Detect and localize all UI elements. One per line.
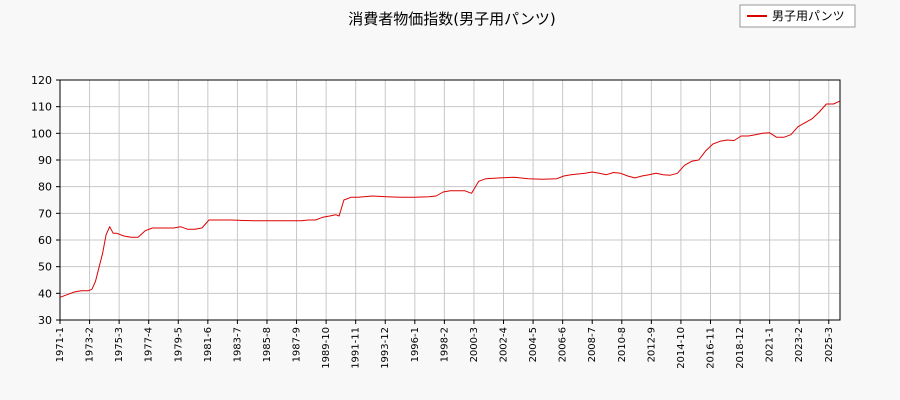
x-tick-label: 1973-2 [85, 327, 96, 362]
series-layer [59, 100, 840, 298]
y-tick-label: 50 [38, 261, 52, 274]
x-tick-label: 1987-9 [292, 327, 303, 362]
x-tick-label: 2006-6 [558, 327, 569, 362]
x-tick-label: 1983-7 [232, 327, 243, 362]
y-tick-label: 110 [31, 101, 52, 114]
y-tick-label: 30 [38, 314, 52, 327]
x-tick-label: 1996-1 [410, 327, 421, 362]
x-tick-label: 1971-1 [55, 327, 66, 362]
y-tick-label: 40 [38, 287, 52, 300]
y-tick-label: 80 [38, 181, 52, 194]
y-tick-label: 100 [31, 127, 52, 140]
x-tick-label: 2000-3 [469, 327, 480, 362]
x-tick-label: 2023-2 [794, 327, 805, 362]
x-tick-label: 1975-3 [114, 327, 125, 362]
series-line [59, 100, 840, 298]
y-tick-label: 90 [38, 154, 52, 167]
x-tick-label: 1981-6 [203, 327, 214, 362]
y-tick-label: 120 [31, 74, 52, 87]
y-tick-label: 70 [38, 207, 52, 220]
legend-box [739, 4, 856, 28]
x-tick-label: 2010-8 [617, 327, 628, 362]
x-tick-label: 1985-8 [262, 327, 273, 362]
y-tick-label: 60 [38, 234, 52, 247]
x-tick-label: 2014-10 [676, 327, 687, 369]
x-tick-label: 1993-12 [380, 327, 391, 369]
x-tick-label: 1991-11 [351, 327, 362, 369]
legend-label: 男子用パンツ [772, 9, 845, 23]
x-tick-label: 2002-4 [499, 327, 510, 362]
plot-area [60, 80, 840, 320]
plot-frame [59, 79, 841, 321]
legend: 男子用パンツ [739, 4, 856, 28]
x-tick-label: 1998-2 [439, 327, 450, 362]
x-tick-label: 1989-10 [321, 327, 332, 369]
x-tick-label: 2016-11 [705, 327, 716, 369]
x-tick-label: 2004-5 [528, 327, 539, 362]
x-tick-label: 2012-9 [646, 327, 657, 362]
x-tick-label: 1979-5 [173, 327, 184, 362]
x-tick-label: 2021-1 [765, 327, 776, 362]
x-tick-label: 2018-12 [735, 327, 746, 369]
x-tick-label: 2025-3 [824, 327, 835, 362]
x-tick-label: 2008-7 [587, 327, 598, 362]
chart-title: 消費者物価指数(男子用パンツ) [348, 10, 555, 28]
x-tick-label: 1977-4 [144, 327, 155, 362]
y-axis: 30 40 50 60 70 80 90 100 110 120 [31, 74, 60, 327]
x-axis: 1971-1 1973-2 1975-3 1977-4 1979-5 1981-6 1983… [55, 320, 835, 369]
